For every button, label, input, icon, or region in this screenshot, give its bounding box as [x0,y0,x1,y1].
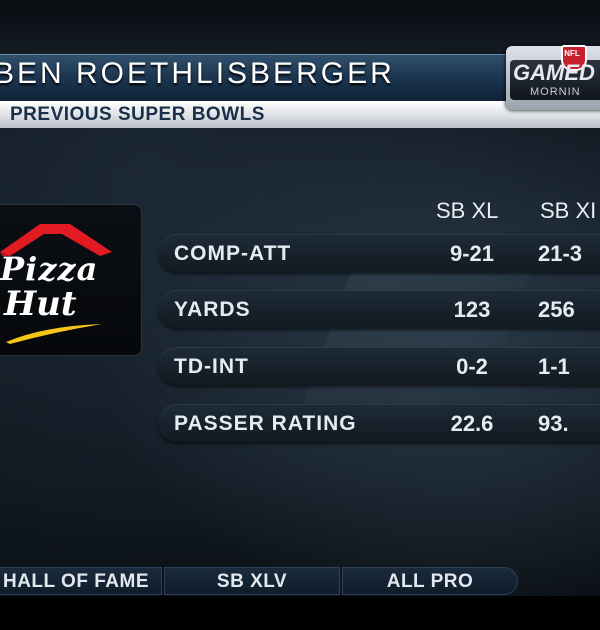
stat-label: COMP-ATT [174,242,292,265]
stat-label: TD-INT [174,355,249,378]
sponsor-word-hut: Hut [4,284,77,324]
stat-value-sb-xl: 22.6 [450,411,494,436]
pizza-hut-roof-icon [0,224,112,256]
show-badge-subtitle: MORNIN [530,86,581,98]
show-badge-inner [510,60,600,100]
stat-value-sb-xi: 21-3 [538,241,583,266]
nfl-shield-icon [561,45,587,71]
nav-sb-xlv[interactable]: SB XLV [164,567,340,595]
stat-value-sb-xl: 123 [453,297,491,322]
stat-label: YARDS [174,298,251,321]
column-header-2: SB XI [540,198,597,223]
nfl-shield-text: NFL [564,49,580,58]
stat-value-sb-xi: 93. [538,411,569,436]
sponsor-word-pizza: Pizza [0,250,99,288]
subtitle-banner [0,101,600,128]
stat-row-td-int: TD-INT 0-2 1-1 [158,347,600,385]
nav-hall-of-fame[interactable]: HALL OF FAME [0,567,162,595]
name-banner [0,54,600,101]
bottom-band [0,596,600,630]
show-badge-title: GAMED [513,60,595,85]
column-header-1: SB XL [436,198,499,223]
player-name: BEN ROETHLISBERGER [0,57,395,90]
stat-label: PASSER RATING [174,412,357,435]
stat-row-passer-rating: PASSER RATING 22.6 93. [158,404,600,442]
subtitle: PREVIOUS SUPER BOWLS [10,104,265,125]
top-band [0,0,600,52]
stat-row-comp-att: COMP-ATT 9-21 21-3 [158,234,600,272]
nav-all-pro[interactable]: ALL PRO [342,567,518,595]
stat-value-sb-xl: 9-21 [449,241,495,266]
stat-value-sb-xi: 1-1 [538,354,570,379]
sponsor-swoosh-icon [6,324,102,344]
stat-row-yards: YARDS 123 256 [158,290,600,328]
stat-value-sb-xi: 256 [538,297,575,322]
stat-value-sb-xl: 0-2 [456,354,488,379]
